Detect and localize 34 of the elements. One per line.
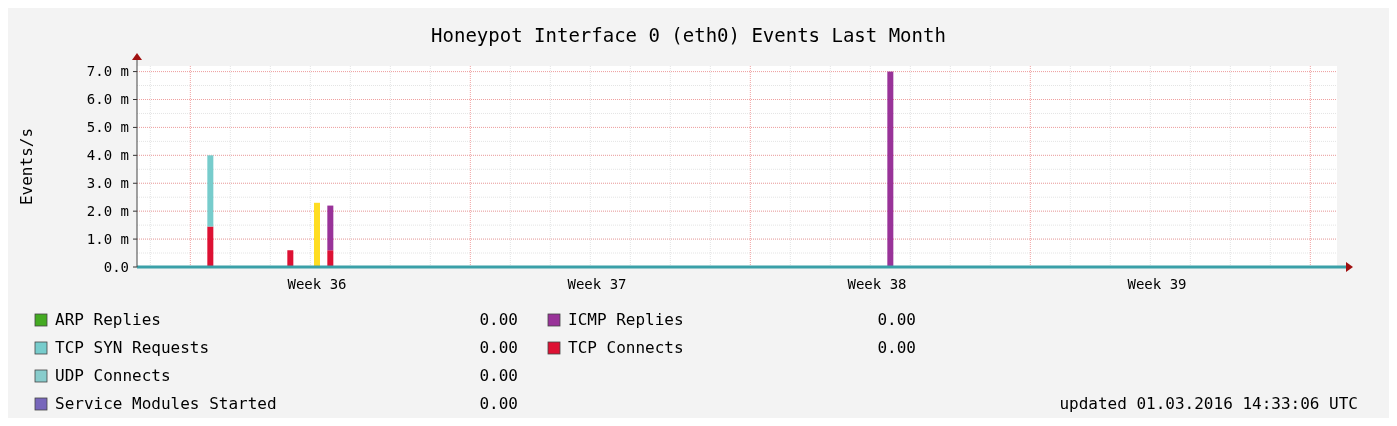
legend-label: ICMP Replies [568, 310, 684, 329]
x-tick-label: Week 36 [287, 276, 347, 292]
y-tick-label: 1.0 m [86, 230, 129, 247]
y-tick-label: 6.0 m [86, 91, 129, 108]
bar [327, 250, 334, 267]
text: 0.00 [479, 394, 518, 413]
bar [287, 250, 294, 267]
bar [207, 226, 214, 267]
bar [887, 71, 894, 267]
text: updated 01.03.2016 14:33:06 UTC [1059, 394, 1358, 413]
chart-title: Honeypot Interface 0 (eth0) Events Last Month [431, 24, 946, 46]
text: 0.00 [479, 366, 518, 385]
legend-label: TCP Connects [568, 338, 684, 357]
x-tick-label: Week 37 [567, 276, 627, 292]
y-tick-label: 7.0 m [86, 63, 129, 80]
x-tick-label: Week 39 [1127, 276, 1187, 292]
y-tick-label: 4.0 m [86, 147, 129, 164]
bar [314, 202, 320, 267]
text: 0.00 [877, 338, 916, 357]
text: 0.00 [877, 310, 916, 329]
legend-label: ARP Replies [55, 310, 161, 329]
y-tick-label: 3.0 m [86, 175, 129, 192]
legend-label: TCP SYN Requests [55, 338, 210, 357]
y-axis-title: Events/s [17, 127, 36, 206]
bar [327, 205, 334, 251]
y-tick-label: 5.0 m [86, 119, 129, 136]
y-tick-label: 0.0 [103, 258, 129, 275]
x-tick-label: Week 38 [847, 276, 907, 292]
text: 0.00 [479, 310, 518, 329]
y-tick-label: 2.0 m [86, 203, 129, 220]
legend-label: Service Modules Started [55, 394, 277, 413]
bar [207, 155, 214, 227]
text: 0.00 [479, 338, 518, 357]
legend-label: UDP Connects [55, 366, 171, 385]
